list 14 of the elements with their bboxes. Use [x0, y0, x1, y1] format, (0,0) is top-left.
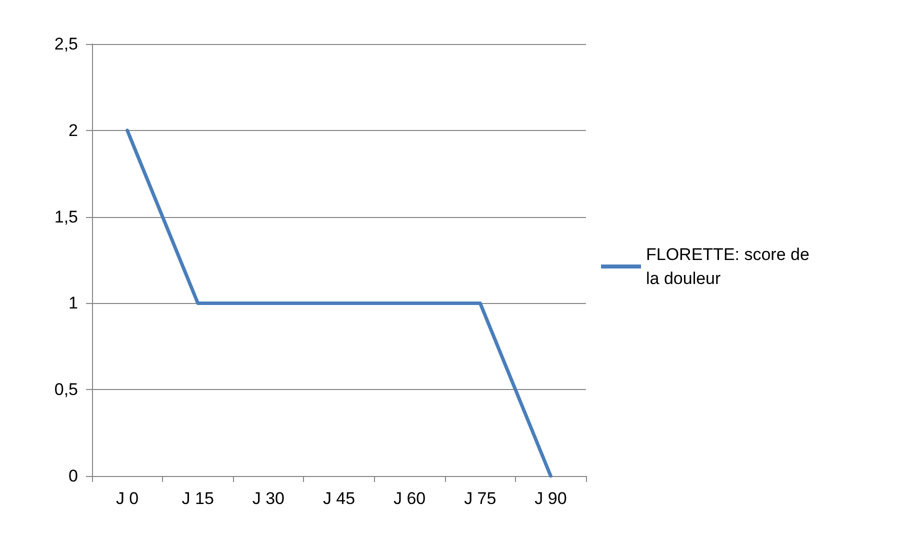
y-tick-label: 1 [68, 294, 78, 313]
y-tick-label: 2,5 [54, 34, 78, 54]
y-tick-label: 1,5 [54, 207, 78, 226]
x-tick-label: J 45 [322, 489, 356, 508]
x-tick-label: J 75 [464, 489, 496, 508]
y-tick-label: 2 [68, 120, 78, 140]
y-tick-label: 0 [68, 466, 78, 486]
y-tick-label: 0,5 [54, 380, 78, 400]
x-tick-label: J 15 [182, 489, 214, 508]
x-tick-label: J 60 [394, 489, 426, 508]
legend-label: FLORETTE: score de la douleur [646, 245, 814, 288]
x-tick-label: J 30 [252, 489, 284, 508]
x-tick-label: J 0 [116, 489, 139, 508]
x-tick-label: J 90 [534, 489, 567, 508]
